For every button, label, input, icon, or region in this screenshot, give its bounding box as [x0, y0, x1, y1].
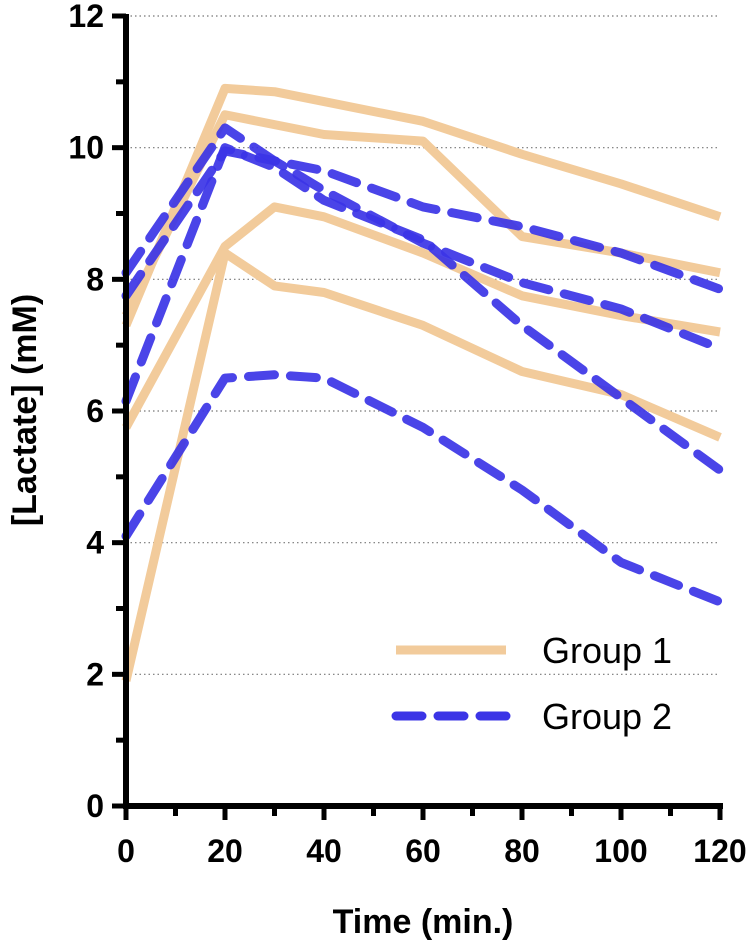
series-line-group2-7	[121, 143, 725, 475]
legend: Group 1 Group 2	[391, 630, 672, 737]
x-tick-label-0: 0	[117, 833, 135, 869]
y-tick-label-12: 12	[68, 0, 104, 34]
x-tick-label-20: 20	[207, 833, 243, 869]
series-line-group2-5	[121, 123, 725, 294]
series-line-group2-8	[121, 370, 725, 607]
x-tick-label-100: 100	[594, 833, 647, 869]
y-tick-label-2: 2	[86, 656, 104, 692]
y-tick-label-6: 6	[86, 393, 104, 429]
legend-label-group1: Group 1	[542, 630, 672, 671]
axes	[112, 13, 723, 820]
x-axis-title: Time (min.)	[333, 903, 514, 941]
y-tick-label-4: 4	[86, 525, 104, 561]
x-tick-label-60: 60	[405, 833, 441, 869]
x-tick-label-120: 120	[693, 833, 746, 869]
y-tick-label-10: 10	[68, 130, 104, 166]
legend-label-group2: Group 2	[542, 696, 672, 737]
y-tick-label-0: 0	[86, 788, 104, 824]
x-tick-label-80: 80	[504, 833, 540, 869]
x-tick-label-40: 40	[306, 833, 342, 869]
series-lines	[121, 83, 725, 682]
y-axis-title: [Lactate] (mM)	[6, 294, 44, 526]
series-line-group1-1	[121, 83, 722, 328]
series-line-group1-3	[122, 202, 721, 430]
y-tick-label-8: 8	[86, 261, 104, 297]
